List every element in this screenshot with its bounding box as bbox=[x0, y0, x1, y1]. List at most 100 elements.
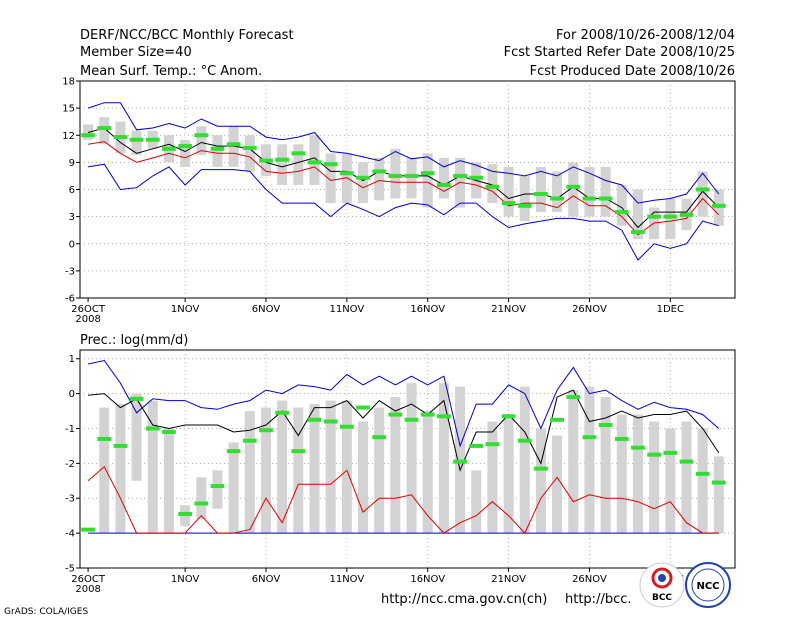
chart-title: DERF/NCC/BCC Monthly Forecast bbox=[80, 28, 294, 43]
median-marker bbox=[437, 414, 451, 419]
ensemble-box bbox=[632, 189, 643, 240]
median-marker bbox=[81, 527, 95, 532]
ensemble-box bbox=[697, 171, 708, 217]
ensemble-box bbox=[196, 477, 207, 520]
ensemble-box bbox=[358, 421, 369, 534]
ensemble-box bbox=[568, 162, 579, 217]
ensemble-box bbox=[244, 135, 255, 172]
median-marker bbox=[566, 395, 581, 400]
ensemble-box bbox=[552, 435, 563, 534]
median-marker bbox=[291, 151, 306, 156]
median-marker bbox=[388, 173, 403, 178]
ensemble-box bbox=[552, 171, 563, 213]
x-year-label: 2008 bbox=[75, 314, 100, 325]
ensemble-box bbox=[584, 386, 595, 534]
median-marker bbox=[453, 173, 467, 178]
y-tick-label: 18 bbox=[62, 77, 75, 88]
median-marker bbox=[404, 173, 419, 178]
median-marker bbox=[356, 175, 370, 180]
median-marker bbox=[663, 450, 678, 455]
precipitation-panel: -5 -4 -3 -2 -1 0 1 26OCT 1NOV 6NOV 11NOV 16NOV 21NOV… bbox=[65, 349, 736, 595]
x-tick-label: 6NOV bbox=[252, 574, 281, 585]
y-tick-label: 15 bbox=[62, 104, 75, 115]
x-tick-label: 11NOV bbox=[329, 304, 364, 315]
x-tick-label: 11NOV bbox=[329, 574, 364, 585]
ensemble-box bbox=[519, 175, 530, 222]
median-marker bbox=[534, 192, 548, 197]
median-marker bbox=[259, 428, 273, 433]
x-tick-label: 6NOV bbox=[252, 304, 281, 315]
median-marker bbox=[420, 171, 435, 176]
ensemble-box bbox=[99, 117, 110, 145]
mean-line bbox=[87, 127, 720, 229]
member-size: Member Size=40 bbox=[80, 45, 192, 60]
x-tick-label: 26OCT bbox=[71, 574, 106, 585]
ensemble-box bbox=[196, 126, 207, 156]
median-marker bbox=[517, 203, 532, 208]
ensemble-box bbox=[665, 428, 676, 534]
ensemble-box bbox=[616, 414, 627, 534]
min-line bbox=[88, 163, 719, 261]
ensemble-box bbox=[99, 407, 110, 534]
temperature-panel: -6 -3 0 3 6 9 12 15 18 26OCT 1NOV 6NOV 11NOV 16NOV 21N… bbox=[62, 77, 736, 325]
ensemble-box bbox=[212, 135, 223, 167]
ensemble-box bbox=[390, 397, 401, 534]
median-marker bbox=[388, 412, 403, 417]
ensemble-box bbox=[228, 442, 239, 534]
y-tick-label: 3 bbox=[69, 212, 75, 223]
ensemble-box bbox=[212, 470, 223, 509]
median-marker bbox=[145, 137, 160, 142]
y-tick-label: 0 bbox=[69, 239, 75, 250]
max-line bbox=[87, 102, 720, 204]
median-marker bbox=[307, 417, 322, 422]
median-marker bbox=[194, 501, 209, 506]
median-marker bbox=[275, 410, 290, 415]
ensemble-box bbox=[422, 153, 433, 208]
median-marker bbox=[259, 158, 273, 163]
url-bcc[interactable]: http://bcc. bbox=[565, 592, 632, 607]
median-marker bbox=[647, 214, 662, 219]
obs-line bbox=[87, 466, 719, 534]
ensemble-box bbox=[244, 411, 255, 534]
ensemble-box bbox=[260, 407, 272, 534]
median-marker bbox=[485, 184, 500, 189]
url-ncc[interactable]: http://ncc.cma.gov.cn(ch) bbox=[381, 592, 547, 607]
ensemble-box bbox=[390, 148, 401, 199]
median-marker bbox=[420, 412, 435, 417]
median-marker bbox=[711, 203, 726, 208]
median-marker bbox=[501, 414, 516, 419]
ensemble-box bbox=[115, 404, 126, 534]
median-marker bbox=[695, 471, 710, 476]
median-marker bbox=[631, 445, 645, 450]
ensemble-box bbox=[438, 383, 449, 534]
median-marker bbox=[113, 443, 128, 448]
bcc-logo-text: BCC bbox=[652, 593, 672, 603]
ensemble-box bbox=[616, 184, 627, 226]
median-marker bbox=[469, 175, 484, 180]
ensemble-box bbox=[374, 157, 385, 201]
ensemble-box bbox=[163, 428, 174, 534]
median-marker bbox=[663, 214, 678, 219]
median-marker bbox=[194, 133, 209, 138]
y-tick-label: -4 bbox=[65, 529, 75, 540]
start-date: Fcst Started Refer Date 2008/10/25 bbox=[504, 45, 735, 60]
ensemble-box bbox=[649, 421, 660, 534]
median-marker bbox=[437, 182, 451, 187]
median-marker bbox=[485, 442, 500, 447]
median-marker bbox=[162, 429, 176, 434]
ensemble-box bbox=[131, 130, 142, 156]
y-tick-label: -1 bbox=[65, 424, 75, 435]
ensemble-box bbox=[358, 162, 369, 204]
ensemble-box bbox=[471, 470, 482, 534]
median-marker bbox=[323, 419, 338, 424]
median-marker bbox=[97, 126, 112, 131]
median-marker bbox=[210, 146, 225, 151]
ncc-logo-text: NCC bbox=[696, 581, 719, 592]
median-marker bbox=[178, 144, 192, 149]
median-marker bbox=[501, 201, 516, 206]
median-marker bbox=[145, 426, 160, 431]
median-marker bbox=[679, 459, 694, 464]
ensemble-box bbox=[503, 414, 514, 534]
y-tick-label: -6 bbox=[65, 294, 75, 305]
